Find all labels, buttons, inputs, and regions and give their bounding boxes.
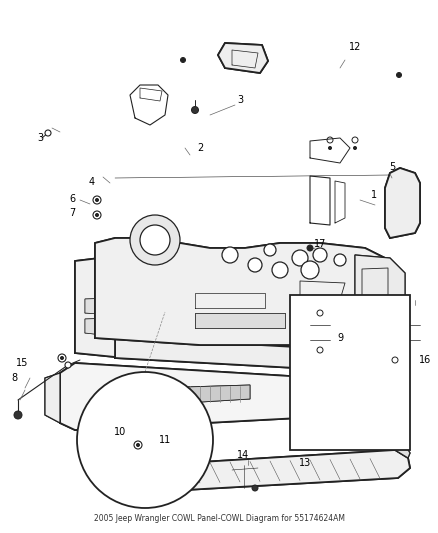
Polygon shape xyxy=(85,298,112,315)
Circle shape xyxy=(252,485,258,491)
Text: 3: 3 xyxy=(37,133,43,143)
Text: 11: 11 xyxy=(159,435,171,445)
Text: 2: 2 xyxy=(197,143,203,153)
Polygon shape xyxy=(385,168,420,238)
Circle shape xyxy=(328,147,332,149)
Circle shape xyxy=(65,362,71,368)
Circle shape xyxy=(93,211,101,219)
Polygon shape xyxy=(355,255,405,338)
Circle shape xyxy=(95,214,99,216)
Polygon shape xyxy=(165,463,175,481)
Polygon shape xyxy=(195,313,285,328)
Text: 3: 3 xyxy=(237,95,243,105)
Text: 4: 4 xyxy=(89,177,95,187)
Circle shape xyxy=(95,198,99,201)
Polygon shape xyxy=(85,318,112,336)
Text: 12: 12 xyxy=(349,42,361,52)
Circle shape xyxy=(191,107,198,114)
Text: 8: 8 xyxy=(11,373,17,383)
Polygon shape xyxy=(115,337,395,371)
Circle shape xyxy=(248,258,262,272)
Circle shape xyxy=(292,250,308,266)
Text: 10: 10 xyxy=(114,427,126,437)
Polygon shape xyxy=(60,363,370,430)
Circle shape xyxy=(140,225,170,255)
Text: 7: 7 xyxy=(69,208,75,218)
Circle shape xyxy=(317,347,323,353)
Circle shape xyxy=(334,254,346,266)
Circle shape xyxy=(180,58,186,62)
Circle shape xyxy=(301,261,319,279)
Polygon shape xyxy=(395,445,410,458)
Circle shape xyxy=(77,372,213,508)
Circle shape xyxy=(392,357,398,363)
Polygon shape xyxy=(218,43,268,73)
Text: 2005 Jeep Wrangler COWL Panel-COWL Diagram for 55174624AM: 2005 Jeep Wrangler COWL Panel-COWL Diagr… xyxy=(93,514,345,523)
Circle shape xyxy=(134,441,142,449)
Circle shape xyxy=(327,137,333,143)
Circle shape xyxy=(313,248,327,262)
Text: 1: 1 xyxy=(371,190,377,200)
Text: 6: 6 xyxy=(69,194,75,204)
Circle shape xyxy=(58,354,66,362)
Polygon shape xyxy=(95,238,400,345)
Text: 17: 17 xyxy=(314,239,326,249)
Circle shape xyxy=(353,147,357,149)
Text: 13: 13 xyxy=(299,458,311,468)
Polygon shape xyxy=(185,385,250,403)
Polygon shape xyxy=(175,450,410,490)
Circle shape xyxy=(45,130,51,136)
Polygon shape xyxy=(75,258,115,357)
Circle shape xyxy=(93,196,101,204)
Circle shape xyxy=(130,215,180,265)
Text: 15: 15 xyxy=(16,358,28,368)
Circle shape xyxy=(137,443,139,447)
Text: 16: 16 xyxy=(419,355,431,365)
Circle shape xyxy=(352,137,358,143)
Circle shape xyxy=(60,357,64,359)
Polygon shape xyxy=(45,373,60,423)
Circle shape xyxy=(272,262,288,278)
Text: 9: 9 xyxy=(337,333,343,343)
Circle shape xyxy=(222,247,238,263)
Text: 5: 5 xyxy=(389,162,395,172)
Text: 14: 14 xyxy=(237,450,249,460)
Circle shape xyxy=(307,245,313,251)
Bar xyxy=(290,295,410,450)
Circle shape xyxy=(317,310,323,316)
Circle shape xyxy=(14,411,22,419)
Circle shape xyxy=(396,72,402,77)
Circle shape xyxy=(264,244,276,256)
